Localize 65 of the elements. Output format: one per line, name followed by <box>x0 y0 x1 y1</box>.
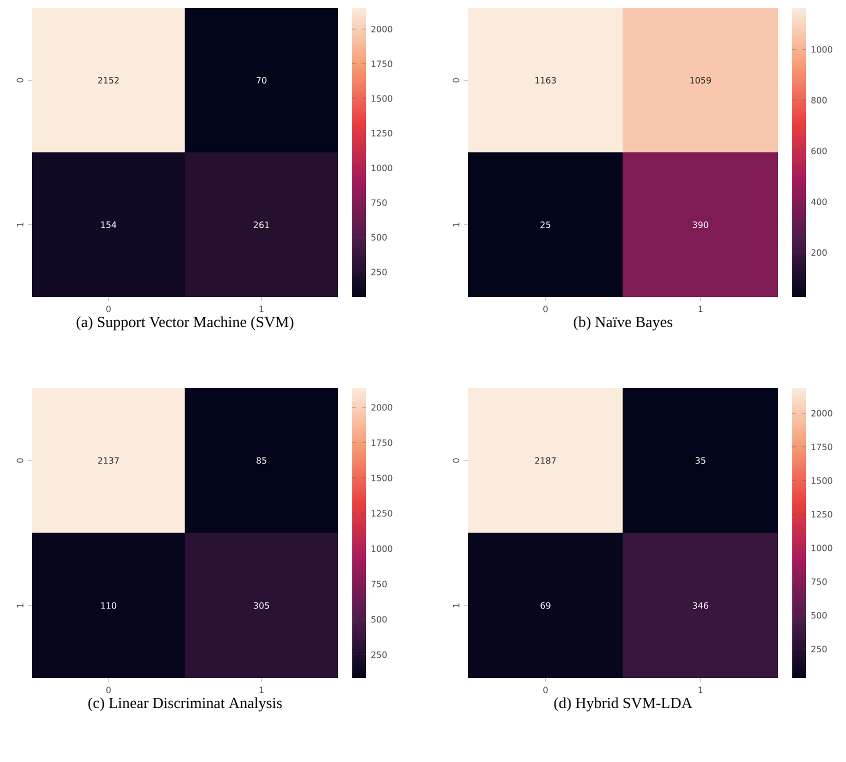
color-bar-label: 1000 <box>372 545 392 552</box>
color-bar-label: 2000 <box>371 404 392 411</box>
x-tick-label: 1 <box>260 306 264 312</box>
data-label: 154 <box>101 222 116 228</box>
text: (a) Support Vector Machine (SVM) <box>76 316 294 330</box>
color-bar-label: 750 <box>371 199 387 206</box>
color-bar-label: 2000 <box>811 410 832 416</box>
color-bar-label: 1750 <box>372 60 392 68</box>
color-bar-label: 500 <box>811 612 827 619</box>
color-bar-label: 1750 <box>812 444 832 450</box>
data-label: 346 <box>692 602 708 609</box>
data-label: 35 <box>696 457 706 464</box>
color-bar-label: 1500 <box>372 95 392 102</box>
data-label: 70 <box>256 76 266 84</box>
y-tick-label: 1 <box>16 604 24 608</box>
x-tick-label: 1 <box>698 686 702 694</box>
color-bar-label: 1250 <box>372 130 392 136</box>
color-bar-label: 1500 <box>812 477 832 484</box>
y-tick-label: 0 <box>452 458 460 463</box>
data-label: 261 <box>254 221 269 228</box>
color-bar-label: 1000 <box>812 46 832 53</box>
color-bar-label: 400 <box>811 198 827 206</box>
text: (b) Naïve Bayes <box>574 316 672 330</box>
color-bar-label: 250 <box>371 268 387 276</box>
color-bar-label: 600 <box>811 148 827 154</box>
color-bar-label: 1000 <box>812 544 832 552</box>
y-tick-label: 0 <box>16 78 24 82</box>
data-label: 390 <box>692 221 708 228</box>
color-bar-label: 250 <box>371 651 387 658</box>
data-label: 110 <box>101 602 116 609</box>
x-tick-label: 0 <box>106 306 111 312</box>
x-tick-label: 0 <box>543 306 548 312</box>
color-bar-label: 800 <box>811 96 827 104</box>
x-tick-label: 0 <box>106 686 111 694</box>
color-bar-label: 250 <box>811 646 827 652</box>
data-label: 69 <box>540 602 550 609</box>
color-bar-label: 750 <box>371 580 387 588</box>
color-bar-label: 1500 <box>372 474 392 482</box>
data-label: 1059 <box>690 76 711 84</box>
color-bar-label: 2000 <box>371 26 392 32</box>
y-tick-label: 0 <box>452 78 460 82</box>
y-tick-label: 1 <box>452 222 460 227</box>
x-tick-label: 1 <box>698 306 702 312</box>
data-label: 1163 <box>535 76 556 84</box>
data-label: 305 <box>254 602 269 609</box>
x-tick-label: 0 <box>543 686 548 694</box>
text: (d) Hybrid SVM-LDA <box>554 697 692 712</box>
color-bar-label: 1250 <box>812 510 832 518</box>
x-tick-label: 1 <box>260 686 264 694</box>
color-bar-label: 500 <box>371 234 387 241</box>
color-bar-label: 500 <box>371 616 387 623</box>
color-bar-label: 1750 <box>372 439 392 446</box>
color-bar-label: 1000 <box>372 164 392 172</box>
data-label: 2187 <box>535 457 556 464</box>
color-bar-label: 200 <box>811 249 827 256</box>
color-bar-label: 750 <box>811 578 827 585</box>
data-label: 2137 <box>98 457 119 464</box>
data-label: 2152 <box>98 76 119 84</box>
data-label: 85 <box>256 457 266 464</box>
data-label: 25 <box>540 221 550 228</box>
text: (c) Linear Discriminat Analysis <box>88 697 282 712</box>
color-bar-label: 1250 <box>372 510 392 517</box>
y-tick-label: 1 <box>452 604 460 608</box>
y-tick-label: 0 <box>16 458 24 463</box>
y-tick-label: 1 <box>16 222 24 227</box>
